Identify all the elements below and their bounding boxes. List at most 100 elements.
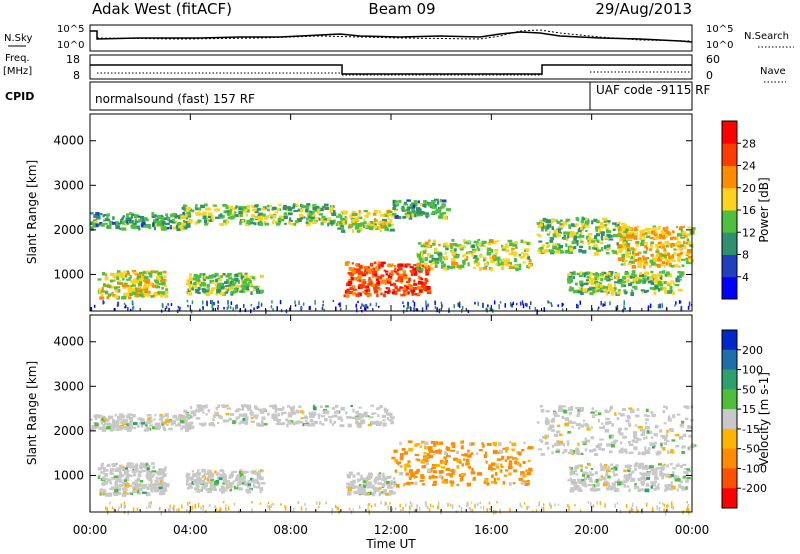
echo-cell [678, 435, 684, 440]
echo-cell [182, 204, 186, 208]
echo-cell [655, 258, 660, 261]
echo-cell [410, 472, 415, 475]
echo-cell [632, 274, 636, 278]
echo-cell [547, 300, 549, 304]
echo-cell [530, 301, 532, 305]
echo-cell [290, 407, 294, 411]
echo-cell [400, 279, 404, 283]
echo-cell [612, 234, 618, 238]
echo-cell [399, 286, 403, 289]
echo-cell [575, 282, 578, 286]
echo-cell [649, 276, 654, 281]
echo-cell [659, 271, 662, 275]
echo-cell [106, 473, 109, 477]
echo-cell [316, 209, 320, 214]
echo-cell [602, 217, 608, 221]
echo-cell [664, 273, 668, 277]
echo-cell [385, 221, 390, 225]
echo-cell [618, 226, 622, 229]
echo-cell [430, 202, 435, 207]
colorbar-cell [722, 428, 737, 450]
echo-cell [340, 217, 343, 221]
echo-cell [202, 289, 207, 293]
echo-cell [651, 231, 656, 235]
echo-cell [518, 254, 522, 257]
echo-cell [242, 406, 245, 410]
echo-cell [136, 424, 140, 428]
echo-cell [604, 480, 609, 484]
echo-cell [444, 462, 447, 466]
echo-cell [519, 502, 522, 507]
echo-cell [666, 281, 670, 285]
echo-cell [345, 411, 348, 415]
echo-cell [356, 263, 361, 267]
echo-cell [419, 479, 425, 482]
echo-cell [347, 489, 352, 493]
echo-cell [347, 283, 352, 286]
echo-cell [473, 255, 478, 259]
echo-cell [579, 234, 582, 237]
echo-cell [678, 247, 682, 251]
echo-cell [579, 509, 582, 512]
echo-cell [329, 210, 332, 214]
echo-cell [632, 508, 634, 512]
echo-cell [365, 476, 369, 480]
echo-cell [355, 303, 357, 308]
echo-cell [416, 468, 420, 473]
echo-cell [588, 463, 591, 466]
echo-cell [388, 289, 391, 293]
echo-cell [626, 247, 631, 252]
echo-cell [415, 204, 418, 207]
echo-cell [681, 487, 686, 491]
echo-cell [211, 305, 214, 311]
echo-cell [96, 414, 99, 419]
echo-cell [192, 277, 197, 281]
echo-cell [245, 289, 250, 292]
echo-cell [409, 501, 412, 505]
echo-cell [672, 290, 675, 295]
echo-cell [425, 215, 429, 219]
echo-cell [318, 217, 321, 221]
echo-cell [282, 406, 285, 410]
echo-cell [643, 280, 647, 284]
echo-cell [514, 460, 517, 465]
echo-cell [103, 213, 107, 216]
echo-cell [228, 206, 234, 211]
echo-cell [640, 472, 644, 475]
echo-cell [674, 433, 680, 437]
echo-cell [462, 262, 466, 265]
echo-cell [368, 485, 373, 489]
echo-cell [470, 501, 473, 504]
echo-cell [578, 487, 581, 490]
echo-cell [287, 405, 291, 408]
echo-cell [392, 206, 396, 211]
echo-cell [396, 483, 400, 488]
echo-cell [198, 407, 203, 412]
echo-cell [139, 487, 143, 492]
echo-cell [304, 209, 309, 213]
echo-cell [669, 257, 675, 261]
echo-cell [387, 412, 393, 416]
echo-cell [453, 262, 458, 266]
echo-cell [216, 289, 221, 293]
echo-cell [672, 259, 676, 262]
echo-cell [103, 467, 106, 470]
echo-cell [197, 405, 203, 409]
echo-cell [192, 473, 197, 478]
echo-cell [181, 206, 185, 210]
echo-cell [687, 504, 690, 507]
echo-cell [310, 210, 315, 214]
echo-cell [391, 483, 395, 486]
echo-cell [612, 468, 616, 473]
echo-cell [581, 249, 587, 254]
echo-cell [187, 415, 191, 418]
echo-cell [440, 261, 445, 265]
echo-cell [630, 292, 635, 297]
echo-cell [567, 479, 572, 482]
echo-cell [200, 204, 206, 209]
echo-cell [592, 504, 595, 508]
echo-cell [312, 406, 317, 411]
echo-cell [520, 471, 525, 475]
echo-cell [332, 414, 338, 418]
